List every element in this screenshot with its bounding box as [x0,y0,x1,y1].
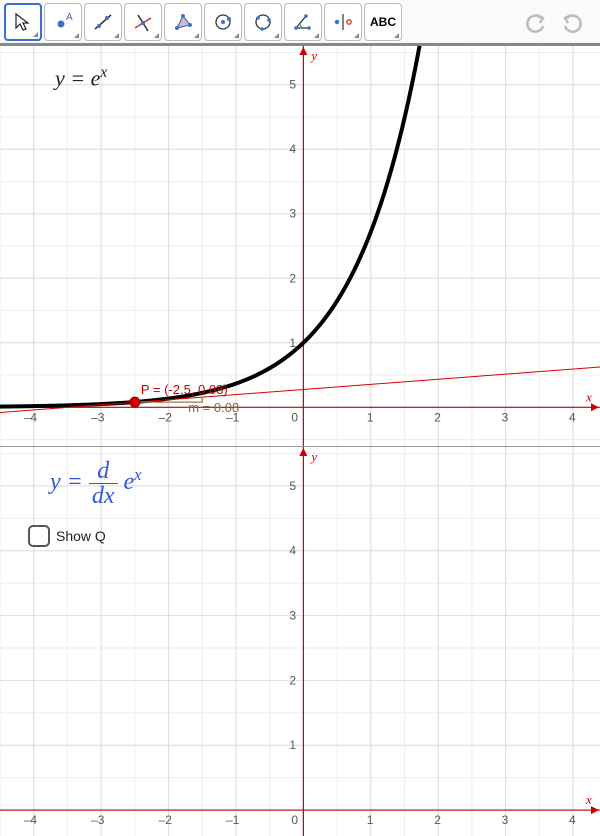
point-p-label: P = (-2.5, 0.08) [141,382,228,397]
svg-text:1: 1 [367,410,374,424]
svg-text:4: 4 [289,142,296,156]
move-tool[interactable] [4,3,42,41]
svg-text:2: 2 [434,410,441,424]
polygon-tool[interactable] [164,3,202,41]
svg-text:2: 2 [434,813,441,827]
svg-text:–3: –3 [91,410,105,424]
svg-text:x: x [585,389,592,404]
svg-text:–3: –3 [91,813,105,827]
undo-button[interactable] [520,6,552,38]
angle-tool[interactable] [284,3,322,41]
svg-text:0: 0 [291,410,298,424]
svg-text:5: 5 [289,479,296,493]
svg-text:3: 3 [502,813,509,827]
slope-label: m = 0.08 [188,400,239,415]
svg-text:2: 2 [289,673,296,687]
circle-three-tool[interactable] [244,3,282,41]
redo-button[interactable] [556,6,588,38]
svg-text:y: y [309,48,317,63]
checkbox-box[interactable] [28,525,50,547]
svg-text:–1: –1 [226,813,240,827]
svg-text:1: 1 [289,738,296,752]
equation-label-bottom: y = ddx ex [50,459,142,508]
svg-text:4: 4 [569,813,576,827]
svg-text:–2: –2 [159,410,173,424]
svg-text:4: 4 [569,410,576,424]
toolbar: A ABC [0,0,600,46]
svg-text:–2: –2 [159,813,173,827]
line-tool[interactable] [84,3,122,41]
show-q-checkbox[interactable]: Show Q [28,525,106,547]
svg-text:A: A [66,12,73,23]
graph-panel-bottom[interactable]: –4 –3 –2 –1 0 1 2 3 4 1 2 3 4 5 x y y = ddx ex Show Q [0,446,600,835]
svg-text:–4: –4 [24,410,38,424]
svg-text:3: 3 [289,609,296,623]
svg-text:4: 4 [289,544,296,558]
circle-center-tool[interactable] [204,3,242,41]
point-tool[interactable]: A [44,3,82,41]
perpendicular-tool[interactable] [124,3,162,41]
svg-text:y: y [309,449,317,464]
svg-text:0: 0 [291,813,298,827]
svg-text:x: x [585,792,592,807]
svg-text:1: 1 [367,813,374,827]
undo-redo-group [520,6,596,38]
graph-panel-top[interactable]: –4–3–2–10123412345xy y = ex P = (-2.5, 0… [0,46,600,446]
svg-text:3: 3 [289,207,296,221]
svg-text:5: 5 [289,78,296,92]
text-tool[interactable]: ABC [364,3,402,41]
svg-text:3: 3 [502,410,509,424]
checkbox-label: Show Q [56,528,106,544]
reflect-tool[interactable] [324,3,362,41]
svg-text:2: 2 [289,271,296,285]
svg-text:–4: –4 [24,813,38,827]
equation-label-top: y = ex [55,64,107,91]
